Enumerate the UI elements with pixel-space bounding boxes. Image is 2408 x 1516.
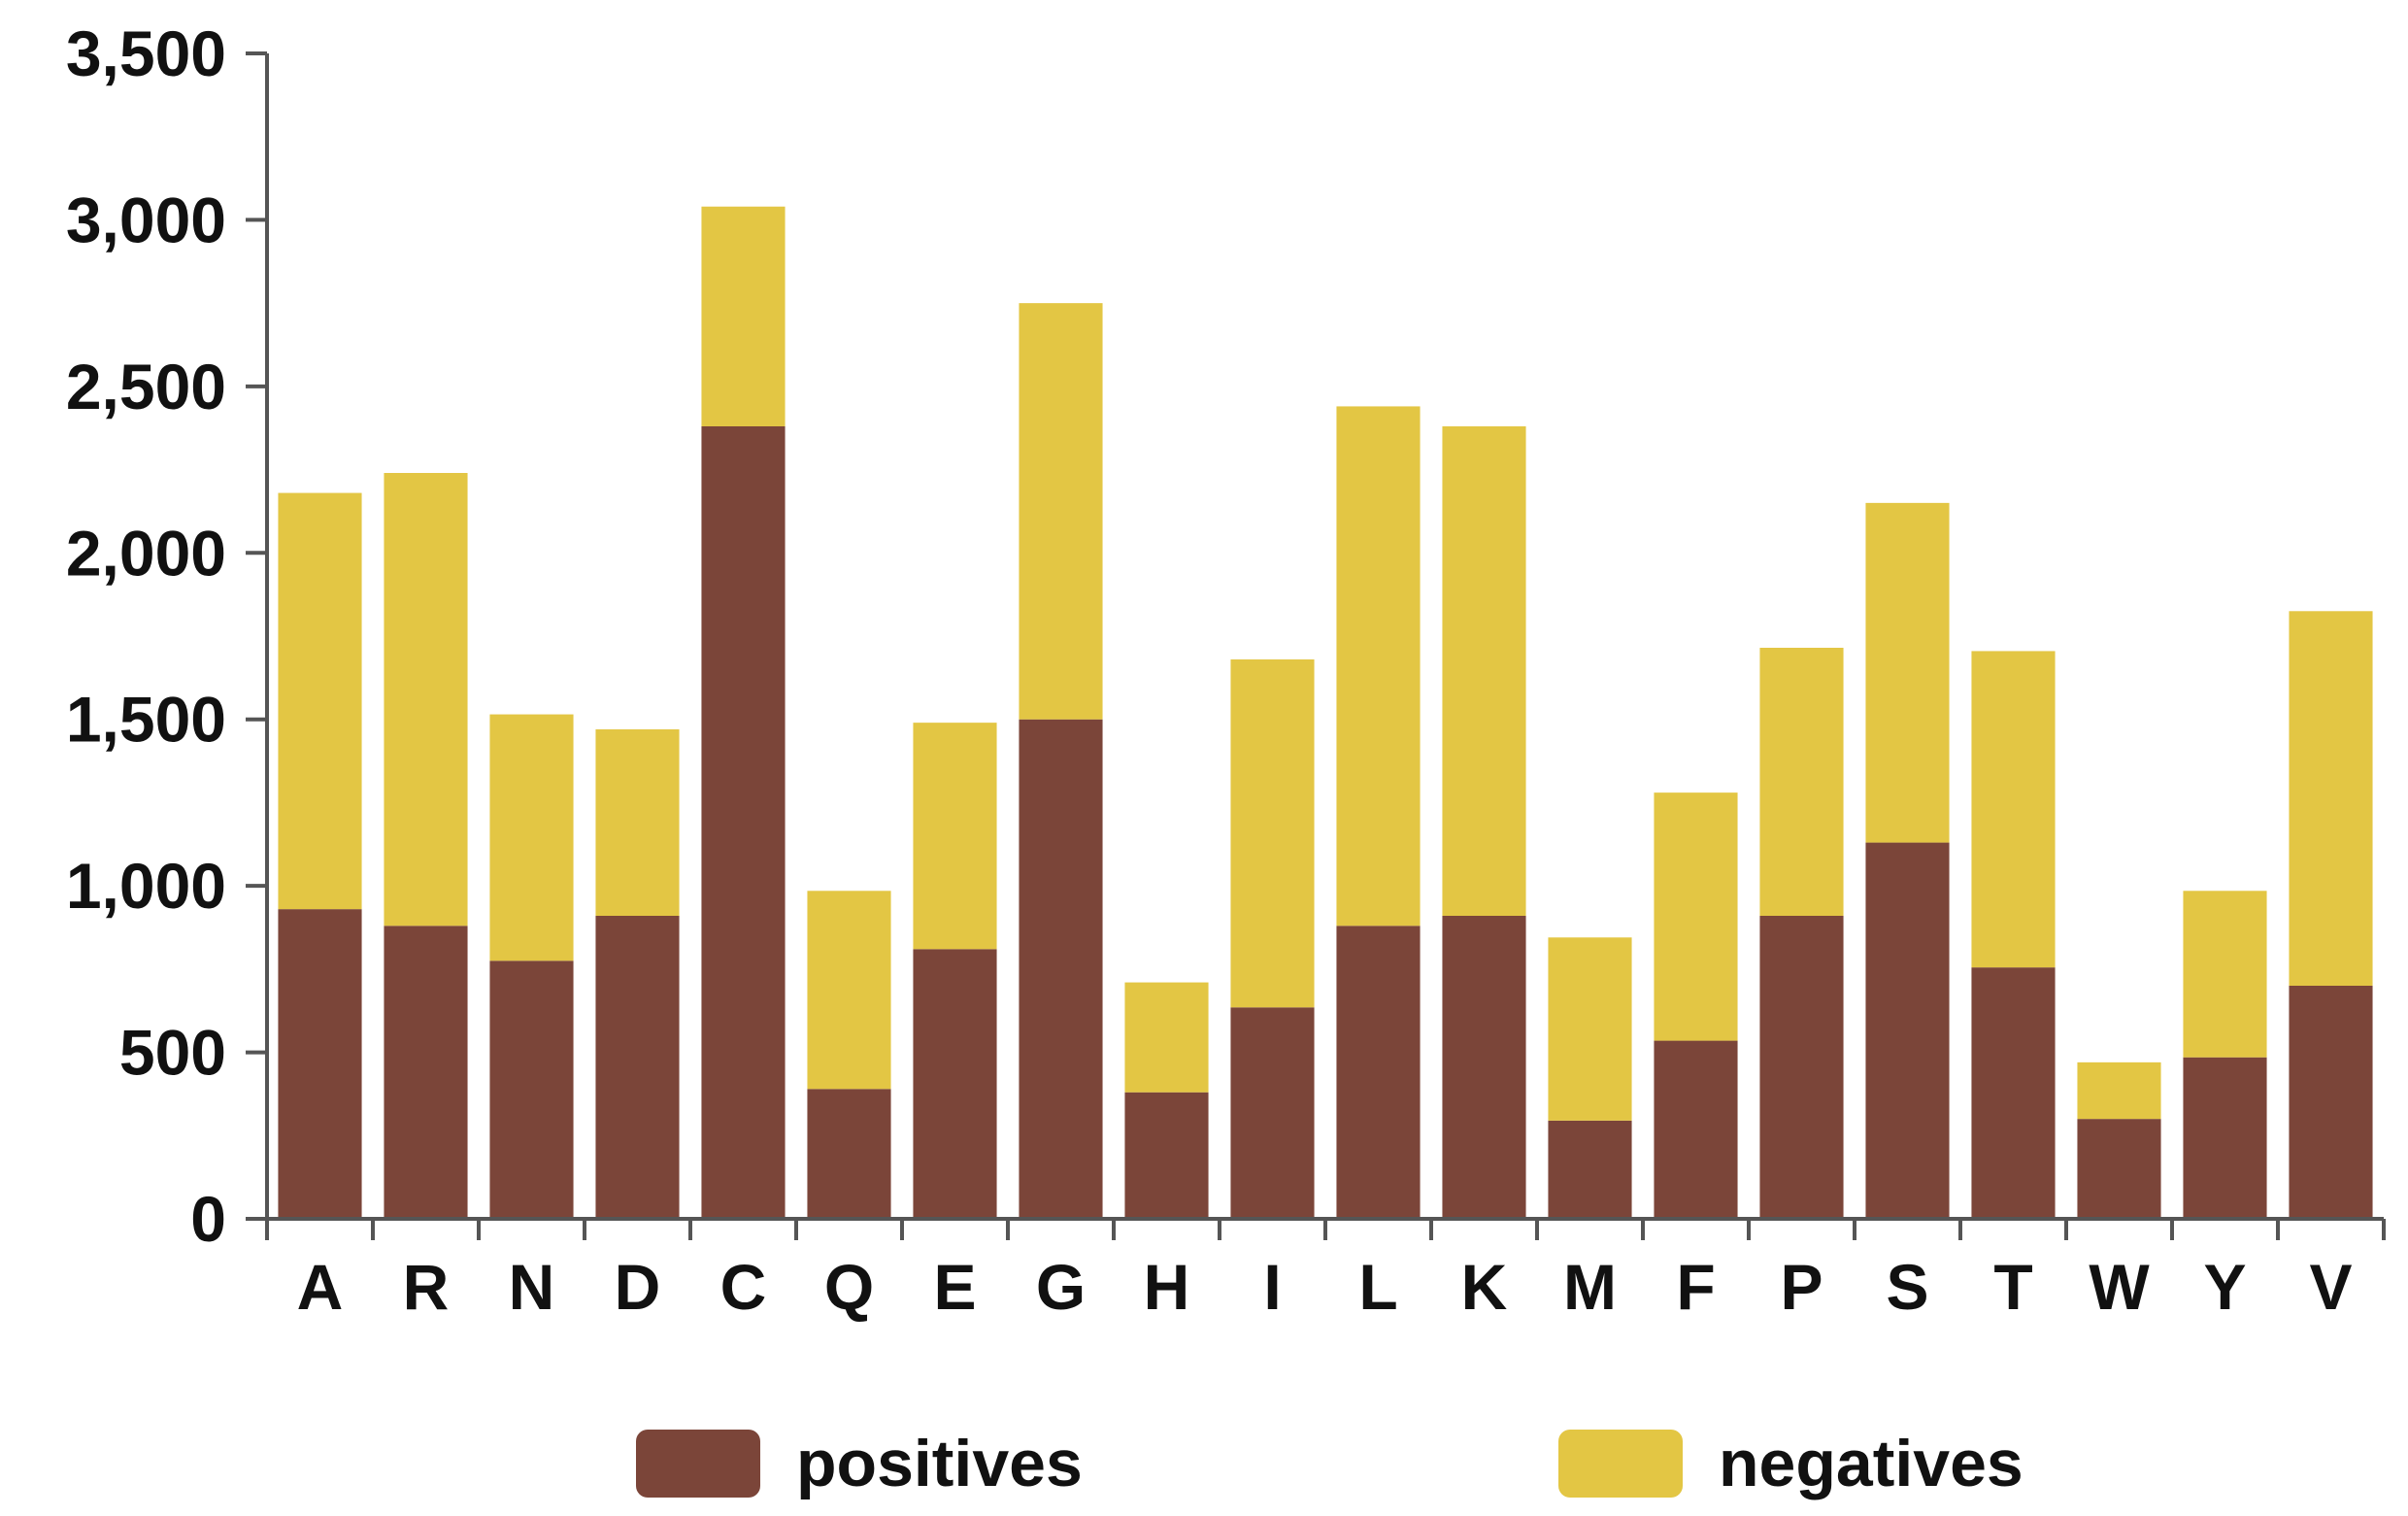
- bar-negatives-N: [489, 714, 574, 961]
- bar-negatives-K: [1442, 426, 1526, 916]
- bar-positives-Y: [2183, 1057, 2267, 1219]
- y-tick-label-2,500: 2,500: [66, 351, 226, 422]
- legend: positives negatives: [636, 1427, 2023, 1500]
- x-tick-label-W: W: [2089, 1251, 2150, 1323]
- x-tick-label-L: L: [1358, 1251, 1397, 1323]
- bar-positives-A: [278, 909, 362, 1219]
- x-tick-label-S: S: [1886, 1251, 1928, 1323]
- x-tick-label-Y: Y: [2203, 1251, 2246, 1323]
- bar-negatives-S: [1865, 502, 1950, 843]
- bar-negatives-M: [1548, 937, 1632, 1121]
- x-tick-label-A: A: [297, 1251, 344, 1323]
- x-tick-label-M: M: [1563, 1251, 1617, 1323]
- bar-negatives-D: [595, 729, 680, 916]
- y-tick-label-1,500: 1,500: [66, 684, 226, 756]
- x-tick-label-G: G: [1036, 1251, 1086, 1323]
- bar-negatives-Q: [807, 891, 891, 1090]
- bar-negatives-E: [913, 723, 997, 950]
- bar-positives-R: [384, 926, 468, 1219]
- bar-negatives-Y: [2183, 891, 2267, 1058]
- y-axis-ticks: 0 500 1,000 1,500 2,000 2,500 3,000 3,500: [66, 17, 267, 1255]
- y-tick-label-1,000: 1,000: [66, 850, 226, 922]
- y-tick-label-2,000: 2,000: [66, 517, 226, 589]
- x-tick-label-P: P: [1780, 1251, 1823, 1323]
- x-tick-label-H: H: [1144, 1251, 1190, 1323]
- bar-positives-N: [489, 960, 574, 1219]
- bar-positives-H: [1124, 1092, 1209, 1219]
- bar-positives-W: [2077, 1119, 2161, 1219]
- bar-negatives-A: [278, 492, 362, 910]
- bar-negatives-P: [1759, 648, 1844, 916]
- bar-positives-F: [1654, 1040, 1738, 1219]
- x-tick-label-K: K: [1461, 1251, 1508, 1323]
- x-tick-label-D: D: [615, 1251, 661, 1323]
- bar-negatives-C: [701, 206, 786, 426]
- x-tick-label-N: N: [509, 1251, 555, 1323]
- x-tick-label-V: V: [2309, 1251, 2352, 1323]
- x-tick-label-R: R: [403, 1251, 450, 1323]
- bar-positives-C: [701, 426, 786, 1219]
- x-tick-label-Q: Q: [824, 1251, 874, 1323]
- x-tick-label-C: C: [720, 1251, 767, 1323]
- y-tick-label-3,500: 3,500: [66, 17, 226, 89]
- legend-label-negatives: negatives: [1719, 1427, 2023, 1500]
- bar-negatives-G: [1019, 303, 1103, 720]
- bar-positives-S: [1865, 842, 1950, 1219]
- y-tick-label-3,000: 3,000: [66, 184, 226, 255]
- x-tick-label-E: E: [933, 1251, 976, 1323]
- x-tick-label-F: F: [1676, 1251, 1715, 1323]
- bar-negatives-R: [384, 473, 468, 926]
- axes-group: [265, 53, 2384, 1221]
- legend-label-positives: positives: [796, 1427, 1083, 1500]
- bar-positives-L: [1336, 926, 1421, 1219]
- bar-positives-P: [1759, 916, 1844, 1219]
- bar-negatives-L: [1336, 406, 1421, 926]
- bar-negatives-H: [1124, 982, 1209, 1093]
- bar-positives-V: [2289, 986, 2373, 1219]
- bar-positives-T: [1971, 967, 2056, 1219]
- legend-swatch-positives: [636, 1430, 760, 1498]
- bars-group: [278, 206, 2373, 1219]
- bar-positives-K: [1442, 916, 1526, 1219]
- bar-negatives-W: [2077, 1061, 2161, 1120]
- bar-positives-D: [595, 916, 680, 1219]
- y-tick-label-500: 500: [119, 1017, 226, 1089]
- bar-negatives-I: [1230, 659, 1315, 1008]
- bar-positives-I: [1230, 1007, 1315, 1219]
- x-tick-label-T: T: [1993, 1251, 2032, 1323]
- bar-negatives-V: [2289, 611, 2373, 986]
- bar-positives-G: [1019, 719, 1103, 1219]
- bar-positives-E: [913, 949, 997, 1219]
- y-tick-label-0: 0: [190, 1183, 226, 1255]
- bar-positives-Q: [807, 1089, 891, 1219]
- bar-negatives-T: [1971, 651, 2056, 968]
- bar-negatives-F: [1654, 792, 1738, 1041]
- legend-swatch-negatives: [1558, 1430, 1683, 1498]
- x-tick-label-I: I: [1263, 1251, 1281, 1323]
- bar-positives-M: [1548, 1120, 1632, 1219]
